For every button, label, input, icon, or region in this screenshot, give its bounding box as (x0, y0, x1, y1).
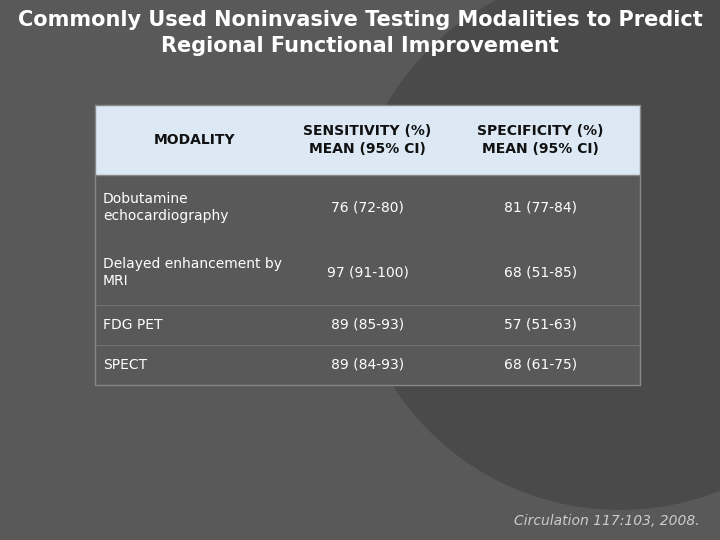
Text: 89 (84-93): 89 (84-93) (331, 358, 404, 372)
Circle shape (350, 0, 720, 510)
Text: 81 (77-84): 81 (77-84) (504, 200, 577, 214)
Text: 89 (85-93): 89 (85-93) (331, 318, 404, 332)
Text: SENSITIVITY (%)
MEAN (95% CI): SENSITIVITY (%) MEAN (95% CI) (303, 124, 431, 156)
Text: Delayed enhancement by
MRI: Delayed enhancement by MRI (103, 257, 282, 288)
Text: 68 (51-85): 68 (51-85) (504, 266, 577, 280)
Bar (95, 175, 640, 385)
Text: 57 (51-63): 57 (51-63) (504, 318, 577, 332)
Text: MODALITY: MODALITY (153, 133, 235, 147)
Bar (95, 105, 640, 175)
Text: SPECT: SPECT (103, 358, 147, 372)
Text: 97 (91-100): 97 (91-100) (327, 266, 408, 280)
Text: Circulation 117:103, 2008.: Circulation 117:103, 2008. (514, 514, 700, 528)
Text: Dobutamine
echocardiography: Dobutamine echocardiography (103, 192, 228, 223)
Text: Commonly Used Noninvasive Testing Modalities to Predict
Regional Functional Impr: Commonly Used Noninvasive Testing Modali… (17, 10, 703, 56)
Text: FDG PET: FDG PET (103, 318, 163, 332)
Text: SPECIFICITY (%)
MEAN (95% CI): SPECIFICITY (%) MEAN (95% CI) (477, 124, 604, 156)
Text: 68 (61-75): 68 (61-75) (504, 358, 577, 372)
Text: 76 (72-80): 76 (72-80) (331, 200, 404, 214)
